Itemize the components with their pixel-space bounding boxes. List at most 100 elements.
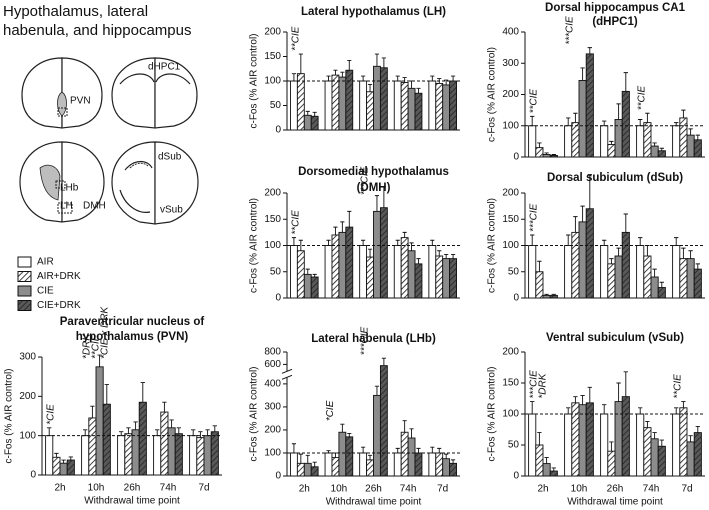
bar [102,403,111,476]
error-bar [169,419,174,428]
bar [636,245,645,299]
error-bar [602,120,607,126]
bar [693,432,702,477]
bar [138,401,147,476]
bar [400,237,409,299]
x-tick-label: 7d [198,483,209,494]
error-bar [437,447,442,453]
bar [549,470,558,477]
error-bar [437,250,442,256]
bar [449,462,457,477]
y-tick-label: 100 [264,76,281,87]
error-bar [659,281,664,288]
bar [643,122,652,158]
bar [366,459,374,477]
bar [400,431,409,477]
y-tick-label: 50 [508,440,520,451]
chart-title: Dorsal subiculum (dSub) [547,172,683,184]
bar [88,417,97,476]
figure-title: Hypothalamus, lateral [3,3,148,20]
x-axis-label: Withdrawal time point [326,497,422,508]
y-tick-label: 0 [275,471,281,482]
error-bar [537,142,542,148]
brain-diagrams [19,57,199,225]
bar [331,234,340,299]
bar [435,82,444,131]
bar [366,91,374,131]
error-bar [451,253,456,259]
error-bar [402,231,407,238]
error-bar [140,382,145,403]
error-bar [90,405,95,418]
bar [607,263,616,299]
annotation: **CIE [91,334,102,359]
bar [643,427,652,477]
error-bar [566,234,571,246]
error-bar [68,456,73,461]
axis-break [281,368,293,374]
y-tick-label: 100 [264,240,281,251]
error-bar [688,128,693,136]
bar [672,413,681,477]
bar [310,276,319,299]
bar [679,407,688,477]
bar [679,117,688,158]
bar [528,245,537,299]
bar [535,147,544,158]
bar [600,413,609,477]
error-bar [291,443,296,453]
error-bar [444,253,449,259]
bar [52,456,61,476]
y-tick-label: 400 [502,27,519,38]
error-bar [326,239,331,246]
y-tick-label: 300 [502,58,519,69]
legend-swatch [17,271,32,282]
bar [310,115,319,131]
x-tick-label: 7d [681,484,692,495]
error-bar [566,407,571,414]
bar [542,294,551,299]
bar [189,435,198,476]
bar [449,80,457,131]
bar [686,258,695,299]
bar [428,80,437,131]
error-bar [645,112,650,123]
error-bar [361,75,366,81]
error-bar [551,467,556,472]
y-tick-label: 200 [502,188,519,199]
bar [310,466,319,477]
x-tick-label: 74h [400,484,417,495]
annotation: ***CIE [565,16,576,45]
error-bar [430,239,435,246]
error-bar [674,237,679,246]
bar [379,207,388,299]
y-axis-label: c-Fos (% AIR control) [249,366,260,461]
error-bar [681,401,686,408]
bar [296,73,305,131]
bar [324,245,333,299]
error-bar [298,53,303,74]
diagram-label: vSub [160,205,183,216]
error-bar [695,425,700,433]
bar [607,450,616,477]
error-bar [652,268,657,277]
annotation: ***CIE [359,327,370,356]
error-bar [104,384,109,405]
bar [324,80,333,131]
error-bar [530,234,535,246]
y-tick-label: 0 [513,293,519,304]
annotation: **CIE [673,374,684,399]
annotation: **CIE [290,26,301,51]
y-tick-label: 600 [264,359,281,370]
y-axis-label: c-Fos (% AIR control) [487,198,498,293]
annotation: ***CIE [529,370,540,399]
bar [578,221,587,299]
error-bar [537,432,542,445]
bar [153,435,162,476]
error-bar [402,420,407,433]
bar [303,273,312,299]
error-bar [544,456,549,464]
error-bar [347,59,352,71]
error-bar [119,431,124,436]
bar [359,452,368,477]
